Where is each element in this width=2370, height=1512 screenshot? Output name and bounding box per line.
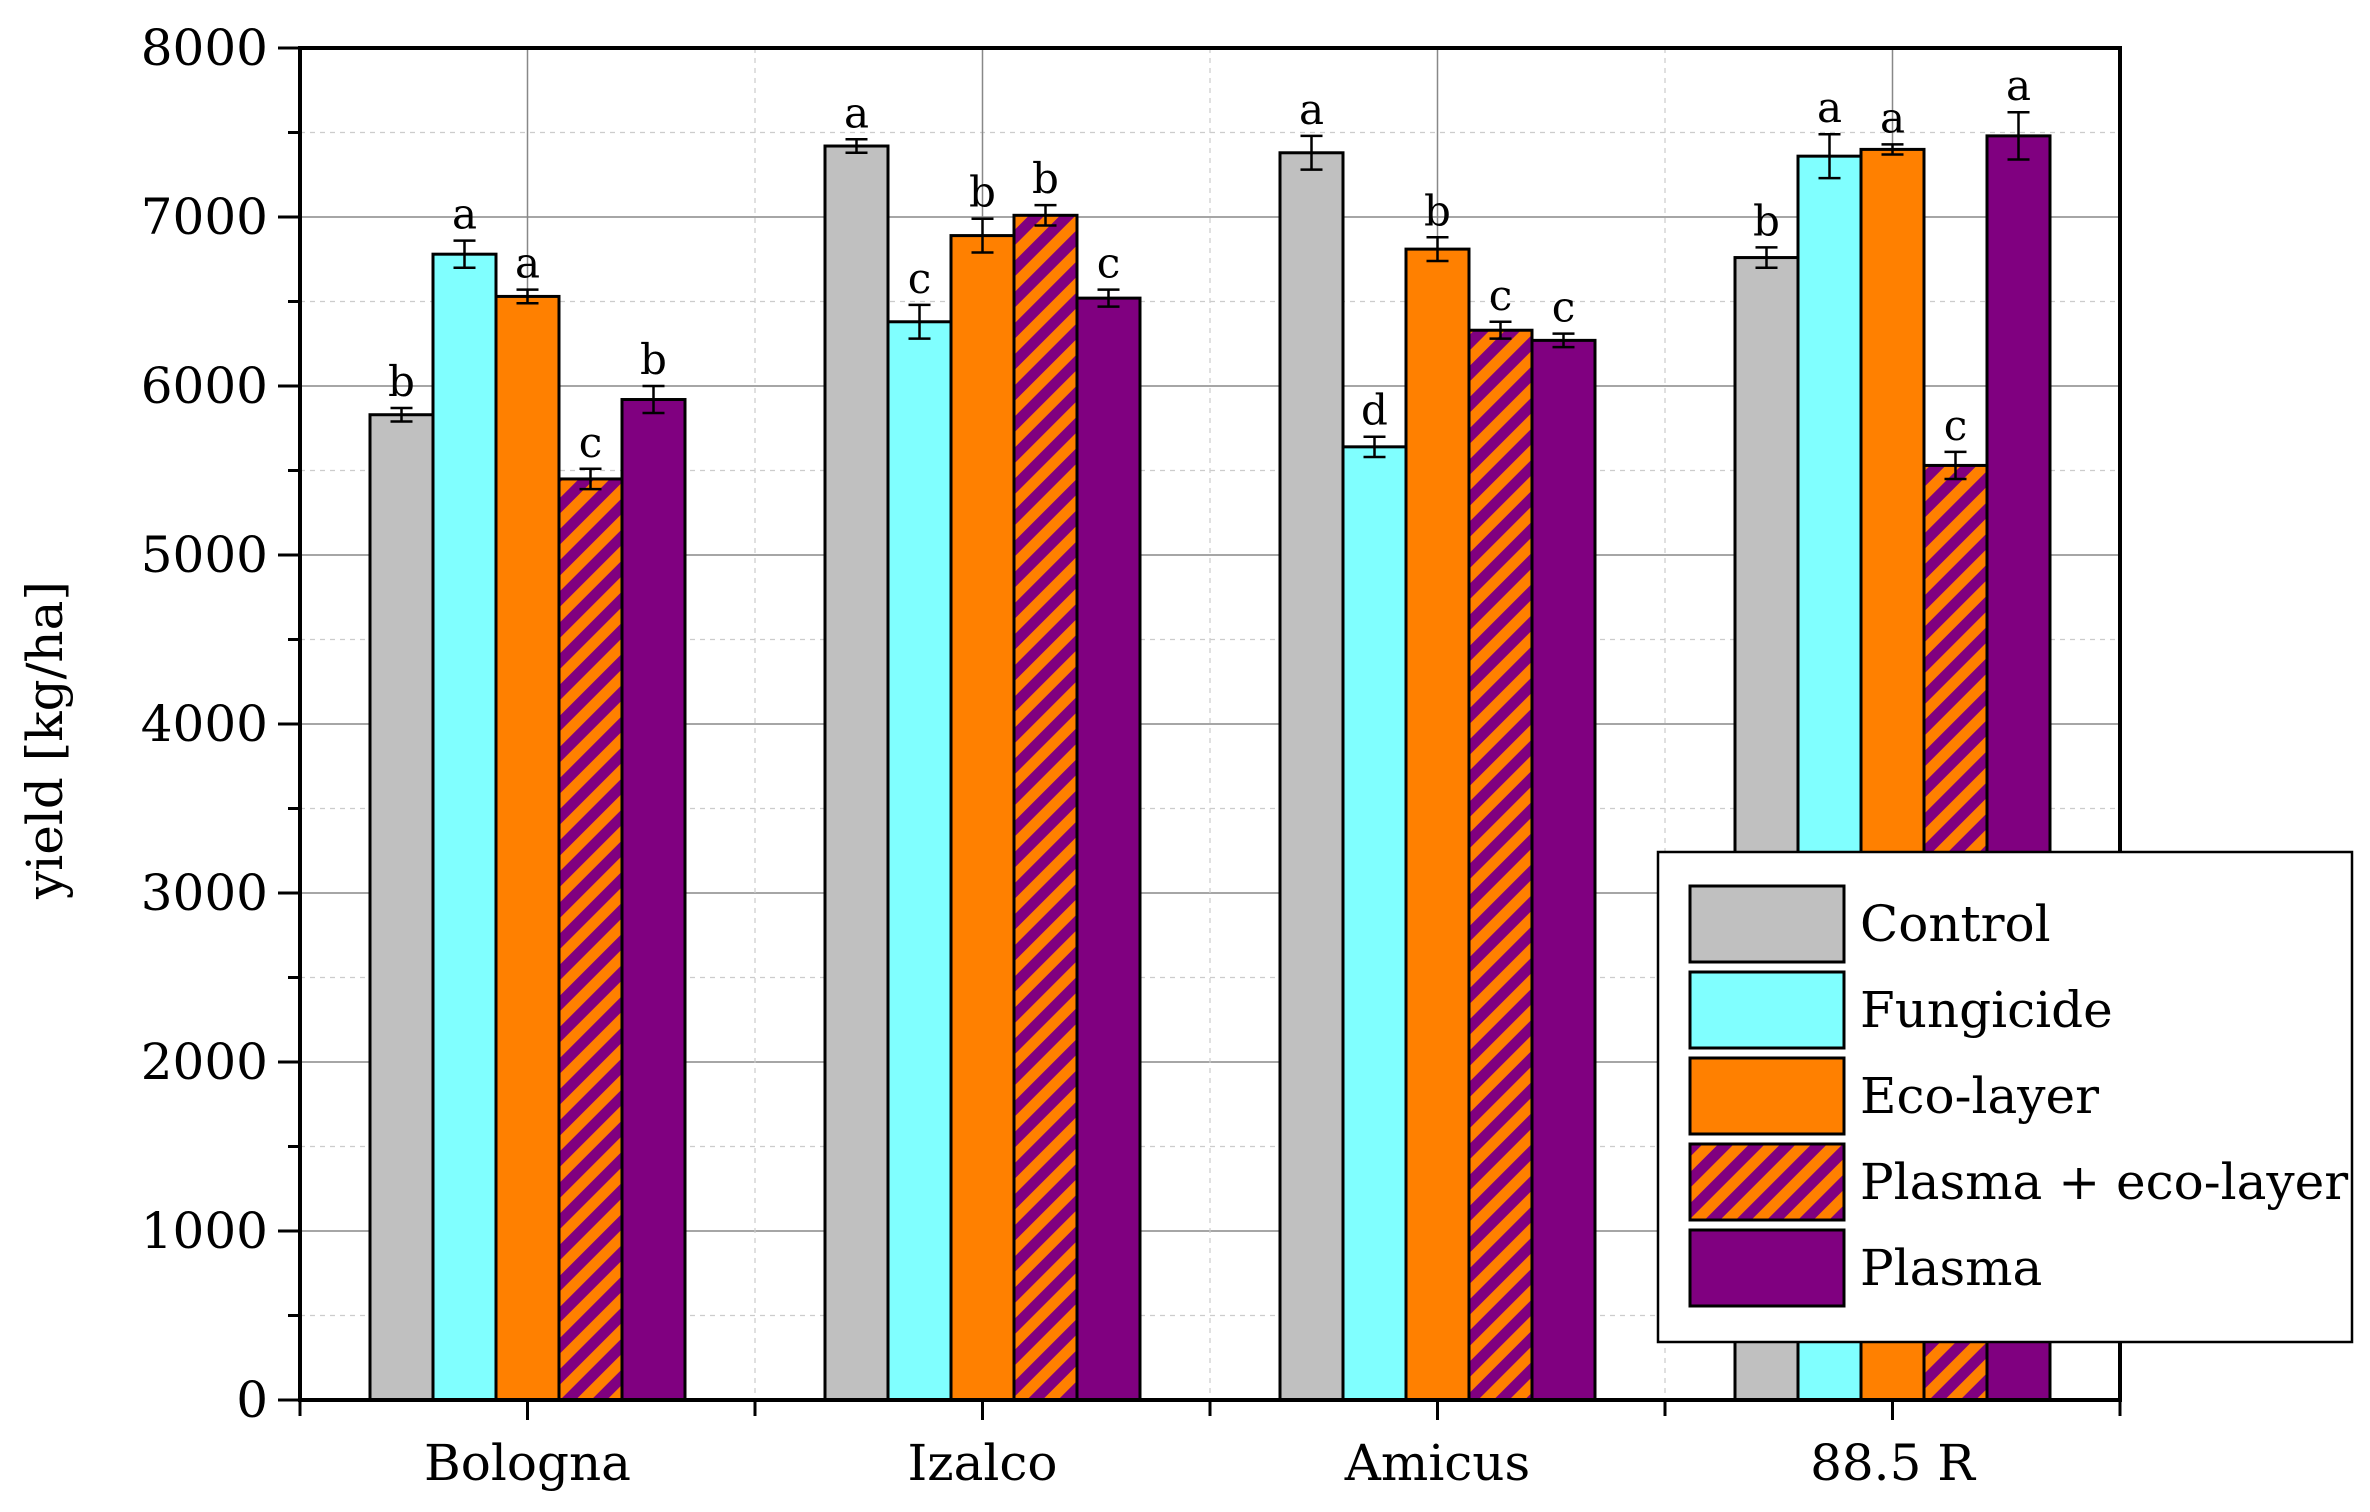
y-tick-label: 8000	[141, 19, 268, 77]
x-tick-label: Izalco	[908, 1434, 1058, 1492]
legend-swatch	[1688, 1056, 1846, 1136]
y-tick-label: 3000	[141, 864, 268, 922]
significance-letter: b	[1753, 196, 1780, 245]
bar-plasma-eco-layer-amicus	[1467, 328, 1534, 1402]
legend-swatch	[1688, 884, 1846, 964]
bar-eco-layer-izalco	[949, 234, 1016, 1402]
significance-letter: a	[844, 88, 869, 137]
bar-plasma-eco-layer-bologna	[557, 477, 624, 1402]
legend-label: Control	[1860, 895, 2051, 953]
significance-letter: b	[969, 168, 996, 217]
significance-letter: a	[1817, 83, 1842, 132]
legend-label: Plasma	[1860, 1239, 2042, 1297]
significance-letter: c	[1489, 271, 1513, 320]
significance-letter: a	[515, 239, 540, 288]
x-tick-label: Bologna	[424, 1434, 631, 1492]
x-tick-label: 88.5 R	[1810, 1434, 1976, 1492]
significance-letter: c	[1944, 401, 1968, 450]
significance-letter: d	[1361, 386, 1388, 435]
significance-letter: c	[1552, 283, 1576, 332]
legend-label: Eco-layer	[1860, 1067, 2099, 1125]
significance-letter: c	[908, 254, 932, 303]
significance-letter: b	[388, 357, 415, 406]
bar-control-izalco	[823, 144, 890, 1402]
bar-fungicide-amicus	[1341, 445, 1408, 1402]
significance-letter: a	[1299, 85, 1324, 134]
y-tick-label: 7000	[141, 188, 268, 246]
y-tick-label: 2000	[141, 1033, 268, 1091]
bar-eco-layer-amicus	[1404, 247, 1471, 1402]
legend-label: Plasma + eco-layer	[1860, 1153, 2348, 1211]
bar-plasma-izalco	[1075, 296, 1142, 1402]
significance-letter: c	[1097, 239, 1121, 288]
significance-letter: a	[2006, 61, 2031, 110]
significance-letter: a	[452, 190, 477, 239]
legend-swatch	[1688, 1142, 1846, 1222]
significance-letter: c	[579, 418, 603, 467]
bar-plasma-bologna	[620, 398, 687, 1402]
y-tick-label: 6000	[141, 357, 268, 415]
significance-letter: b	[640, 335, 667, 384]
bar-fungicide-izalco	[886, 320, 953, 1402]
legend-swatch	[1688, 970, 1846, 1050]
x-tick-label: Amicus	[1344, 1434, 1530, 1492]
bar-control-amicus	[1278, 151, 1345, 1402]
y-tick-label: 0	[236, 1371, 268, 1429]
legend: Control Fungicide Eco-layer Plasma + eco-la…	[1656, 850, 2354, 1344]
bar-plasma-amicus	[1530, 338, 1597, 1402]
bar-eco-layer-bologna	[494, 294, 561, 1402]
y-axis-title: yield [kg/ha]	[16, 581, 74, 900]
y-tick-label: 4000	[141, 695, 268, 753]
legend-label: Fungicide	[1860, 981, 2113, 1039]
significance-letter: b	[1032, 154, 1059, 203]
significance-letter: b	[1424, 186, 1451, 235]
bars	[368, 110, 2052, 1402]
y-tick-label: 5000	[141, 526, 268, 584]
legend-swatch	[1688, 1228, 1846, 1308]
bar-fungicide-bologna	[431, 252, 498, 1402]
axes: 0 1000 2000 3000 4000 5000 6000 7000 8000 Bologna…	[141, 19, 2122, 1492]
y-tick-label: 1000	[141, 1202, 268, 1260]
bar-plasma-eco-layer-izalco	[1012, 213, 1079, 1402]
bar-control-bologna	[368, 413, 435, 1402]
significance-letter: a	[1880, 93, 1905, 142]
